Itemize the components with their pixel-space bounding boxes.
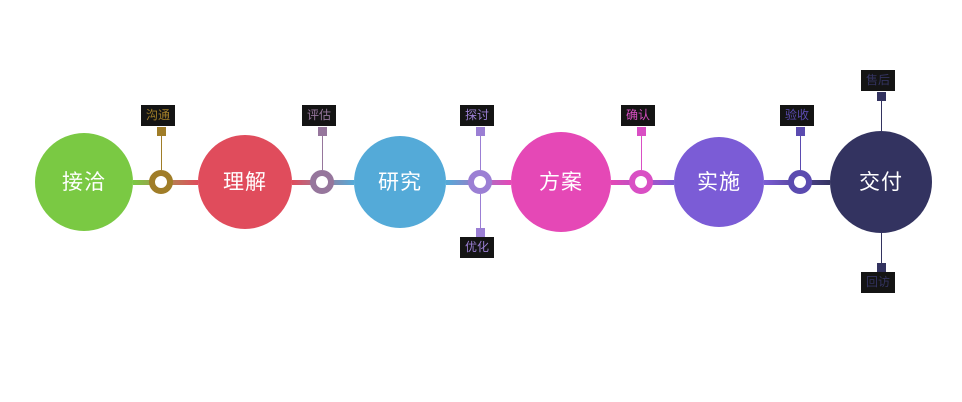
- junction-3-below-1-stem: [479, 194, 481, 228]
- junction-1-above-0-tag[interactable]: 沟通: [141, 105, 176, 126]
- node-3-label: 研究: [378, 169, 422, 194]
- node-1-接洽[interactable]: 接洽: [35, 133, 133, 231]
- node-1-label: 接洽: [62, 169, 106, 194]
- node-2-理解[interactable]: 理解: [198, 135, 292, 229]
- junction-2-above-0-marker: [317, 127, 327, 136]
- junction-3-below-1-marker: [475, 228, 485, 237]
- node-5-实施[interactable]: 实施: [674, 137, 764, 227]
- junction-4-above-0-stem: [640, 136, 642, 170]
- terminal-above-0-tag[interactable]: 售后: [861, 70, 896, 91]
- node-3-研究[interactable]: 研究: [354, 136, 446, 228]
- junction-5-above-0-tag[interactable]: 验收: [780, 105, 815, 126]
- junction-5-above-0-stem: [799, 136, 801, 170]
- junction-ring-3[interactable]: [468, 170, 492, 194]
- terminal-below-1-tag[interactable]: 回访: [861, 272, 896, 293]
- junction-4-above-0-marker: [636, 127, 646, 136]
- junction-2-above-0-tag[interactable]: 评估: [302, 105, 337, 126]
- junction-3-above-0-stem: [479, 136, 481, 170]
- node-6-label: 交付: [859, 169, 903, 194]
- junction-ring-2[interactable]: [310, 170, 334, 194]
- junction-ring-5[interactable]: [788, 170, 812, 194]
- junction-3-above-0-marker: [475, 127, 485, 136]
- junction-ring-1[interactable]: [149, 170, 173, 194]
- terminal-above-0-stem: [880, 101, 882, 131]
- terminal-above-0-marker: [876, 92, 886, 101]
- junction-5-above-0-marker: [795, 127, 805, 136]
- junction-ring-4[interactable]: [629, 170, 653, 194]
- node-4-方案[interactable]: 方案: [511, 132, 611, 232]
- junction-4-above-0-tag[interactable]: 确认: [621, 105, 656, 126]
- junction-3-above-0-tag[interactable]: 探讨: [460, 105, 495, 126]
- node-6-交付[interactable]: 交付: [830, 131, 932, 233]
- node-5-label: 实施: [697, 169, 741, 194]
- junction-1-above-0-marker: [156, 127, 166, 136]
- terminal-below-1-marker: [876, 263, 886, 272]
- junction-3-below-1-tag[interactable]: 优化: [460, 237, 495, 258]
- junction-1-above-0-stem: [160, 136, 162, 170]
- junction-2-above-0-stem: [321, 136, 323, 170]
- node-2-label: 理解: [223, 169, 267, 194]
- node-4-label: 方案: [539, 169, 583, 194]
- terminal-below-1-stem: [880, 233, 882, 263]
